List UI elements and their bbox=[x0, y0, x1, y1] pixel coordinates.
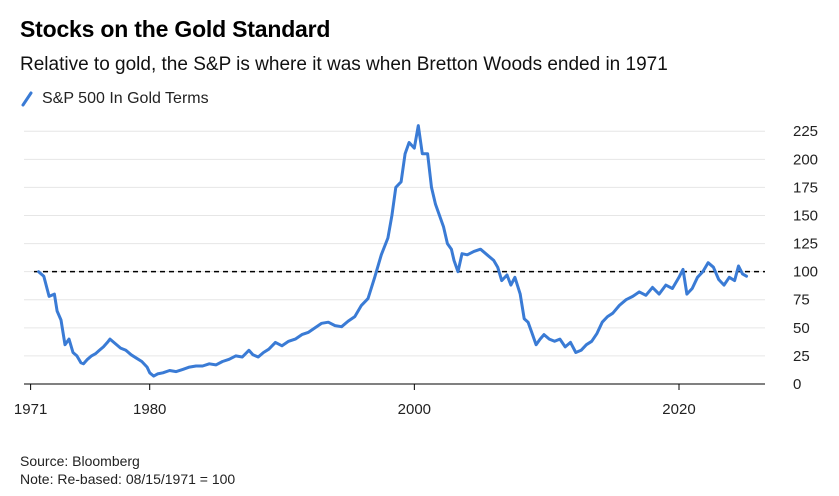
x-tick-label: 1980 bbox=[133, 401, 166, 418]
series-line-sp500-gold bbox=[37, 124, 748, 378]
legend-label: S&P 500 In Gold Terms bbox=[42, 90, 209, 107]
footer: Source: Bloomberg Note: Re-based: 08/15/… bbox=[20, 452, 235, 488]
y-axis-ticks: 0 25 50 75 100 125 150 175 200 225 bbox=[793, 123, 818, 393]
x-tick-label: 1971 bbox=[14, 401, 47, 418]
gridlines bbox=[24, 130, 765, 357]
x-tick-label: 2020 bbox=[662, 401, 695, 418]
chart-title: Stocks on the Gold Standard bbox=[20, 16, 331, 42]
y-tick-label: 125 bbox=[793, 236, 818, 253]
rebase-note: Note: Re-based: 08/15/1971 = 100 bbox=[20, 471, 236, 487]
y-tick-label: 175 bbox=[793, 179, 818, 196]
y-tick-label: 50 bbox=[793, 320, 810, 337]
y-tick-label: 100 bbox=[793, 264, 818, 281]
y-tick-label: 225 bbox=[793, 123, 818, 140]
chart-subtitle: Relative to gold, the S&P is where it wa… bbox=[20, 54, 668, 75]
line-chart: 0 25 50 75 100 125 150 175 200 225 1971 1980 2000 20… bbox=[14, 123, 818, 418]
x-tick-label: 2000 bbox=[398, 401, 431, 418]
legend: S&P 500 In Gold Terms bbox=[20, 90, 209, 108]
source-note: Source: Bloomberg bbox=[20, 453, 140, 469]
legend-line-icon bbox=[21, 91, 33, 107]
y-tick-label: 75 bbox=[793, 292, 810, 309]
x-axis-ticks: 1971 1980 2000 2020 bbox=[14, 384, 696, 418]
y-tick-label: 25 bbox=[793, 348, 810, 365]
y-tick-label: 0 bbox=[793, 376, 801, 393]
y-tick-label: 200 bbox=[793, 151, 818, 168]
y-tick-label: 150 bbox=[793, 207, 818, 224]
